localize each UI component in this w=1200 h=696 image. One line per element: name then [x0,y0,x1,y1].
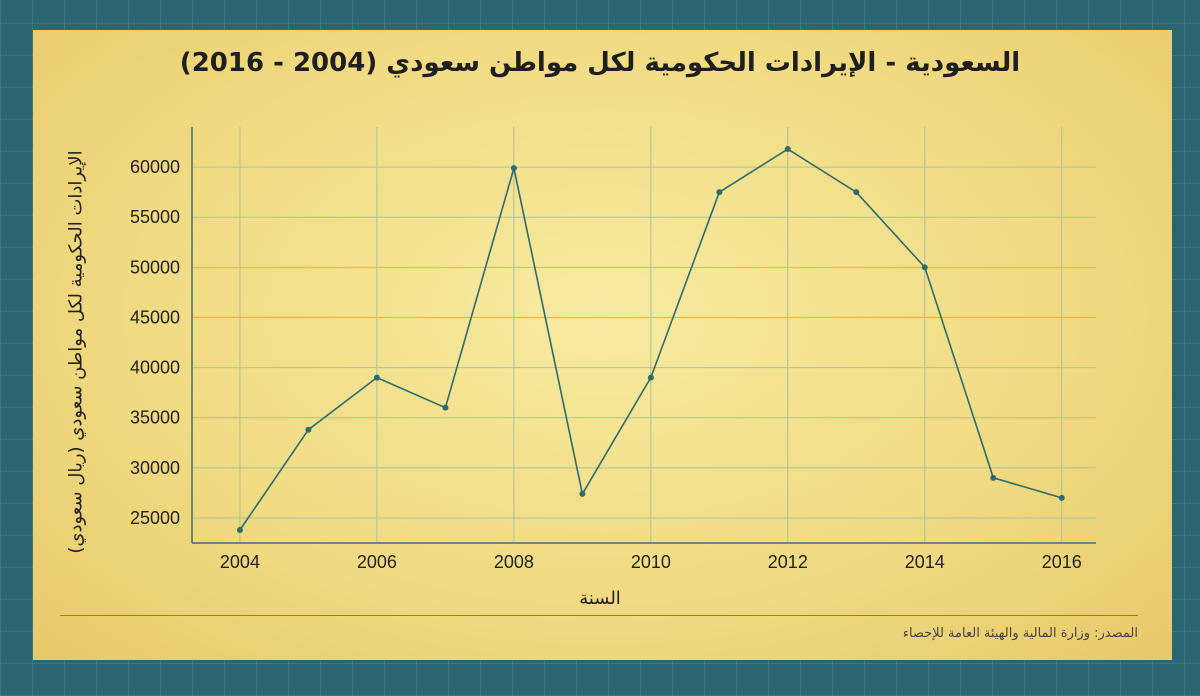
x-tick-label: 2004 [220,552,260,572]
x-axis-label: السنة [579,588,621,609]
x-tick-label: 2014 [905,552,945,572]
y-tick-label: 45000 [130,307,180,327]
x-tick-label: 2010 [631,552,671,572]
source-note: المصدر: وزارة المالية والهيئة العامة للإ… [902,626,1138,641]
data-point [236,526,243,533]
x-tick-label: 2008 [494,552,534,572]
data-point [647,374,654,381]
chart-title: السعودية - الإيرادات الحكومية لكل مواطن … [179,48,1021,78]
y-tick-label: 55000 [130,207,180,227]
y-tick-label: 60000 [130,157,180,177]
data-point [442,404,449,411]
data-point [921,264,928,271]
y-tick-label: 25000 [130,508,180,528]
chart-card [33,30,1172,660]
data-point [1058,494,1065,501]
x-tick-label: 2006 [357,552,397,572]
y-tick-labels: 25000 30000 35000 40000 45000 50000 55000 60000 [130,157,180,528]
series-revenue [236,146,1065,533]
y-tick-label: 30000 [130,458,180,478]
y-tick-label: 40000 [130,358,180,378]
data-point [579,490,586,497]
data-point [990,474,997,481]
y-tick-label: 50000 [130,257,180,277]
data-point [784,146,791,153]
y-axis-label: الإيرادات الحكومية لكل مواطن سعودي (ريال… [65,150,87,554]
y-tick-label: 35000 [130,408,180,428]
data-point [716,189,723,196]
data-point [373,374,380,381]
x-tick-label: 2012 [768,552,808,572]
divider [60,615,1138,616]
grid [192,127,1096,543]
data-point [305,426,312,433]
data-point [853,189,860,196]
axes [191,127,1096,544]
x-tick-label: 2016 [1042,552,1082,572]
data-point [510,165,517,172]
x-tick-labels: 2004 2006 2008 2010 2012 2014 2016 [220,552,1082,572]
